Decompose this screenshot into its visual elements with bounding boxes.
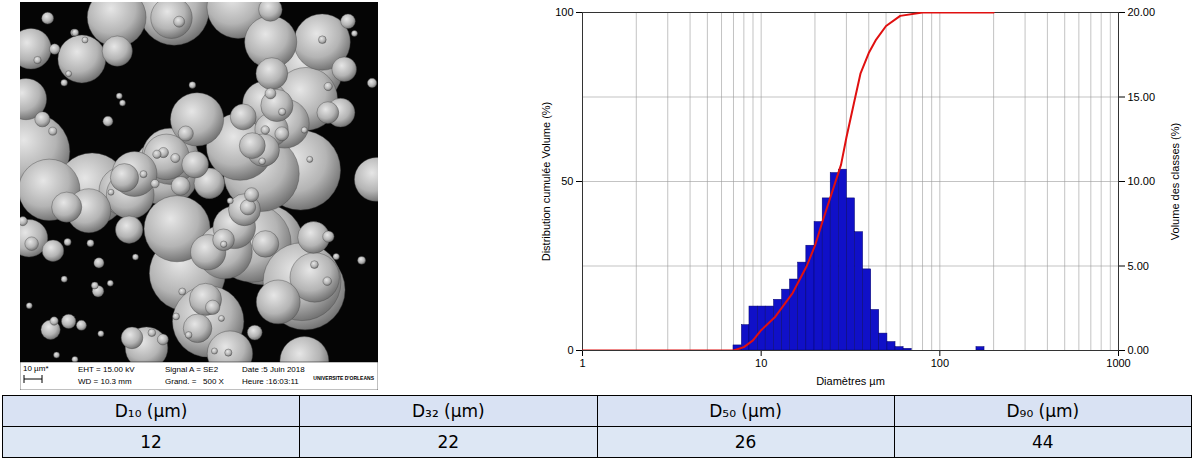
svg-text:Date :5 Juin 2018: Date :5 Juin 2018 — [242, 365, 305, 374]
svg-text:10 µm*: 10 µm* — [23, 364, 49, 373]
svg-text:Diamètres µm: Diamètres µm — [816, 375, 885, 387]
svg-text:20.00: 20.00 — [1128, 6, 1156, 18]
svg-text:50: 50 — [561, 175, 573, 187]
html-text:26: 26 — [734, 432, 757, 452]
html-text:D₅₀ (µm): D₅₀ (µm) — [709, 401, 782, 421]
html-text:12: 12 — [140, 432, 162, 452]
svg-text:1000: 1000 — [1106, 357, 1130, 369]
svg-text:0: 0 — [567, 344, 573, 356]
svg-text:Grand. = 500 X: Grand. = 500 X — [165, 377, 225, 386]
svg-text:UNIVERSITE D'ORLEANS: UNIVERSITE D'ORLEANS — [313, 375, 374, 381]
svg-text:Volume des classes (%): Volume des classes (%) — [1169, 123, 1181, 240]
svg-text:WD = 10.3 mm: WD = 10.3 mm — [78, 377, 132, 386]
html-text:D₃₂ (µm): D₃₂ (µm) — [412, 401, 485, 421]
svg-text:5.00: 5.00 — [1128, 260, 1149, 272]
svg-text:Heure :16:03:11: Heure :16:03:11 — [242, 377, 299, 386]
html-text:44: 44 — [1032, 432, 1054, 452]
svg-text:10.00: 10.00 — [1128, 175, 1156, 187]
html-text:D₁₀ (µm): D₁₀ (µm) — [114, 401, 188, 421]
html-text:22: 22 — [437, 432, 460, 452]
svg-text:15.00: 15.00 — [1128, 91, 1156, 103]
svg-text:Signal A = SE2: Signal A = SE2 — [165, 365, 219, 374]
svg-text:100: 100 — [931, 357, 949, 369]
svg-text:10: 10 — [755, 357, 767, 369]
svg-text:100: 100 — [555, 6, 573, 18]
svg-text:1: 1 — [579, 357, 585, 369]
svg-text:Distribution cumulée Volume (%: Distribution cumulée Volume (%) — [540, 102, 552, 262]
html-text:D₉₀ (µm): D₉₀ (µm) — [1006, 401, 1080, 421]
svg-text:EHT = 15.00 kV: EHT = 15.00 kV — [78, 365, 135, 374]
svg-text:0.00: 0.00 — [1128, 344, 1149, 356]
